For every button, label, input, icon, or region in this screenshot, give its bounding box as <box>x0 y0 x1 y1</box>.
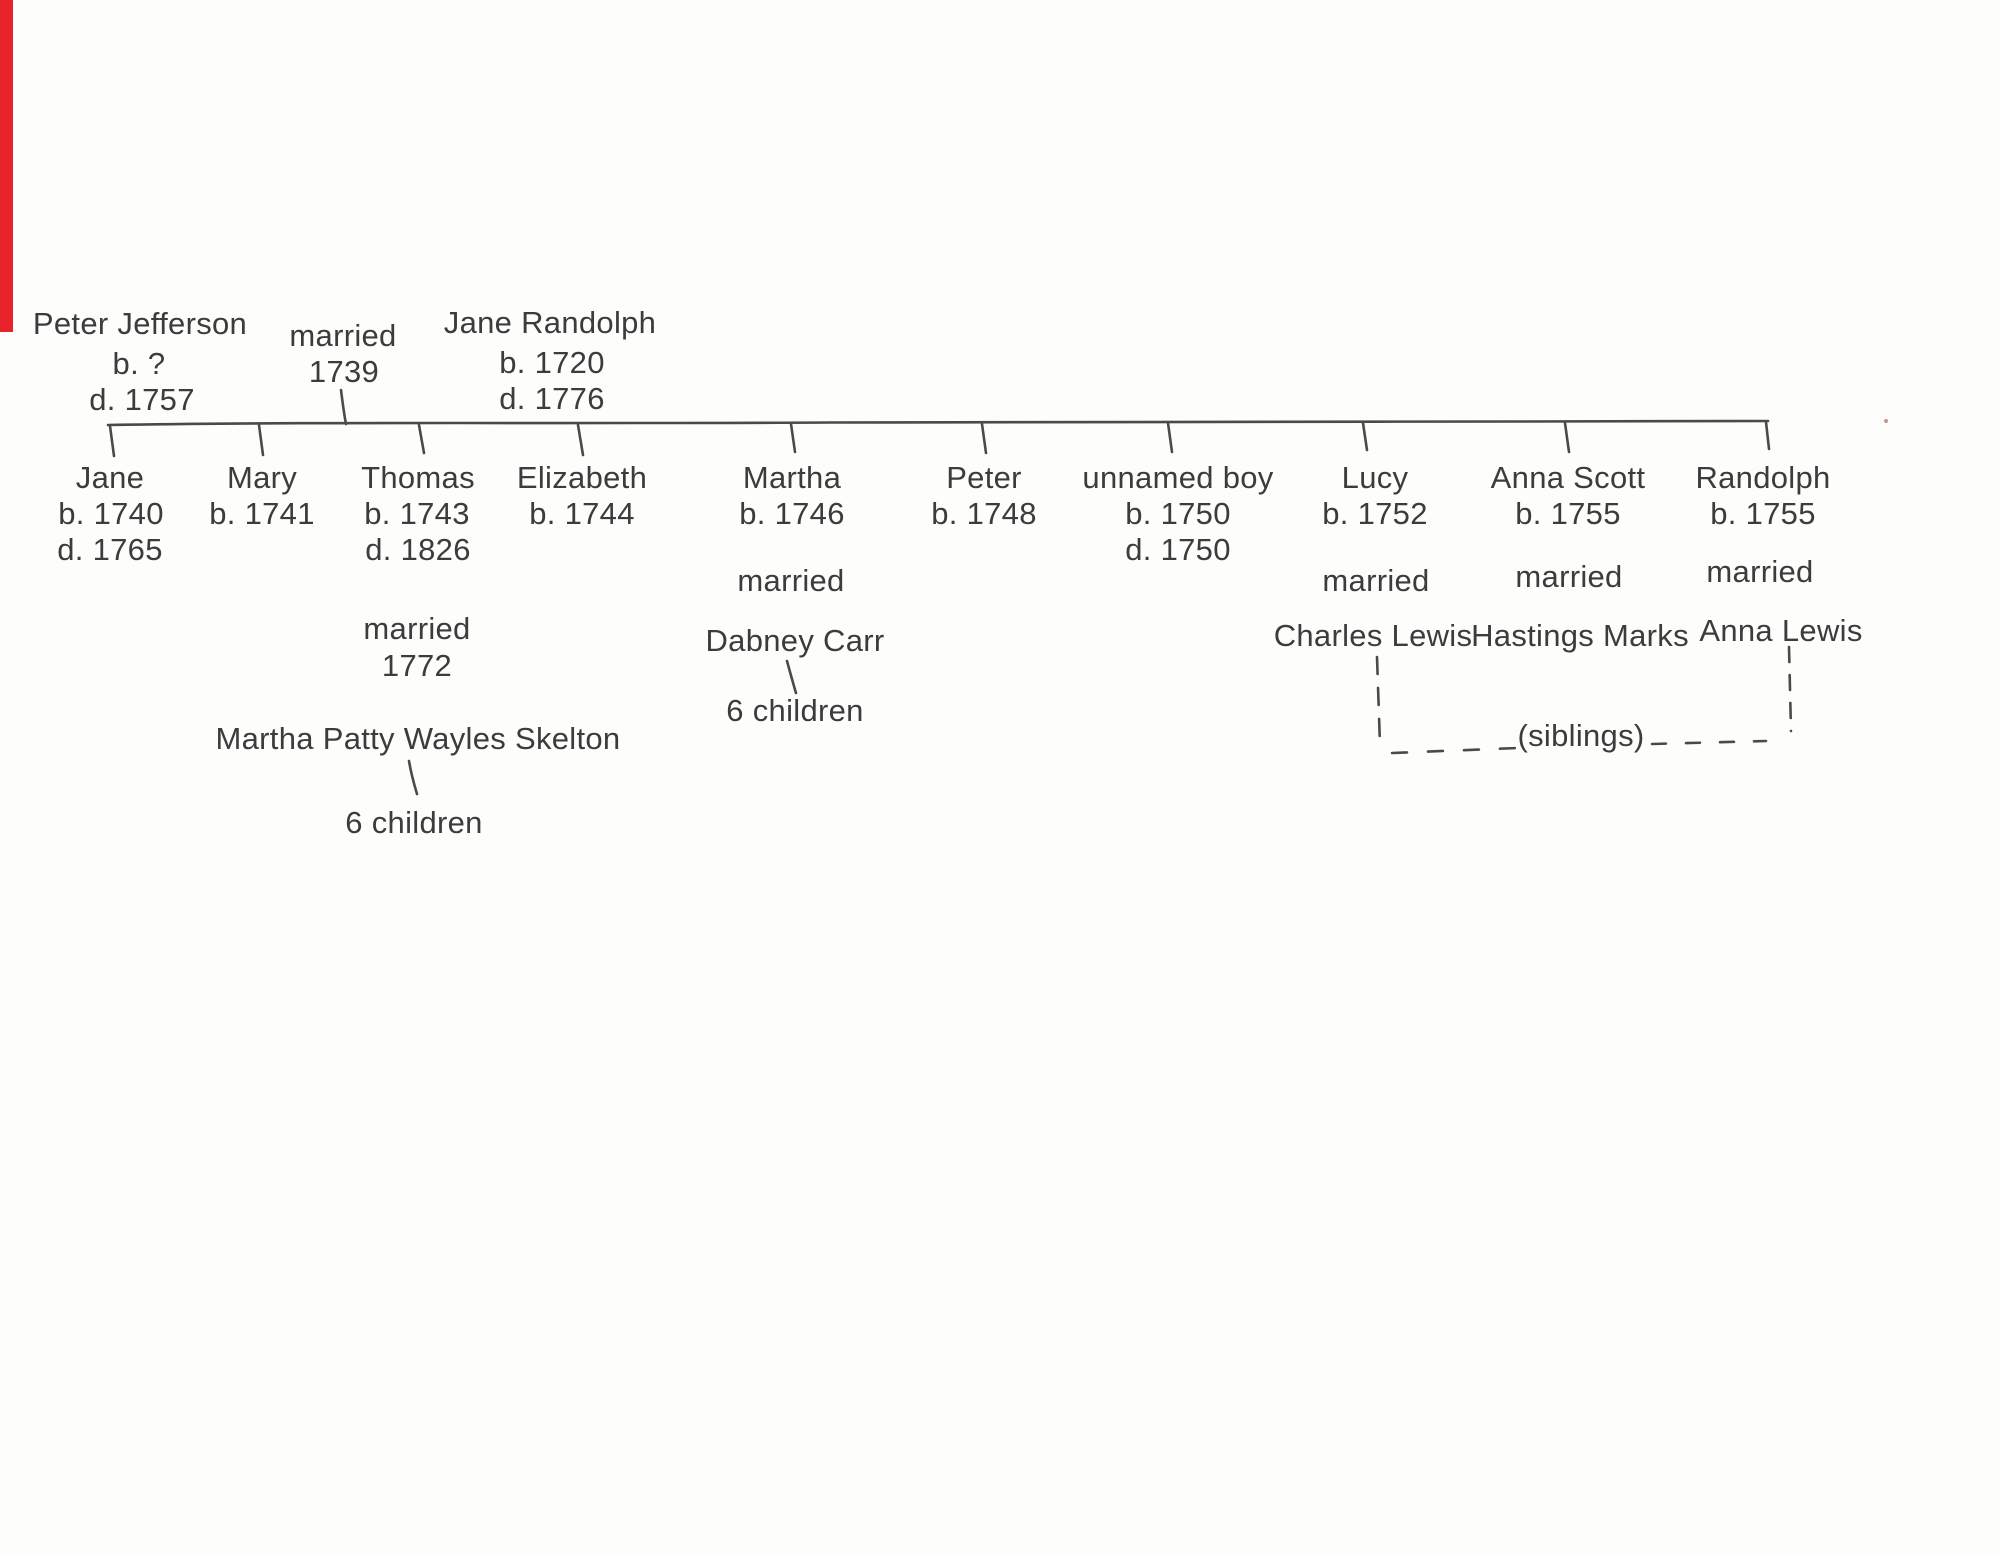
child-lucy-born: b. 1752 <box>1322 496 1428 531</box>
thomas-spouse-name: Martha Patty Wayles Skelton <box>215 721 621 756</box>
siblings-dashed-right-vertical <box>1787 645 1793 733</box>
siblings-dashed-left-horizontal <box>1390 746 1520 755</box>
child-thomas-died: d. 1826 <box>365 532 471 567</box>
anna-scott-married-label: married <box>1515 559 1623 594</box>
child-thomas-name: Thomas <box>361 460 475 495</box>
tick-unnamed-boy <box>1166 421 1174 454</box>
martha-spouse-name: Dabney Carr <box>705 623 885 658</box>
scan-speck <box>1884 419 1888 423</box>
child-elizabeth-name: Elizabeth <box>516 460 648 495</box>
siblings-dashed-left-vertical <box>1375 655 1382 747</box>
lucy-spouse-name: Charles Lewis <box>1273 618 1473 653</box>
thomas-children-slash <box>407 759 419 796</box>
tick-randolph <box>1764 420 1771 451</box>
child-thomas-born: b. 1743 <box>364 496 470 531</box>
tick-jane <box>108 424 116 458</box>
mother-name: Jane Randolph <box>443 305 657 340</box>
tick-thomas <box>417 423 426 455</box>
child-unnamed-boy-died: d. 1750 <box>1125 532 1231 567</box>
child-anna-scott-name: Anna Scott <box>1490 460 1646 495</box>
thomas-children-note: 6 children <box>345 805 483 840</box>
child-randolph-born: b. 1755 <box>1710 496 1816 531</box>
lucy-married-label: married <box>1322 563 1430 598</box>
father-born: b. ? <box>112 346 166 381</box>
tick-elizabeth <box>576 423 585 457</box>
parents-married-label: married <box>289 318 397 353</box>
martha-children-note: 6 children <box>726 693 864 728</box>
tick-peter <box>980 422 988 455</box>
tick-martha <box>789 422 797 454</box>
child-jane-died: d. 1765 <box>57 532 163 567</box>
child-anna-scott-born: b. 1755 <box>1515 496 1621 531</box>
child-peter-born: b. 1748 <box>931 496 1037 531</box>
child-jane-name: Jane <box>75 460 145 495</box>
child-lucy-name: Lucy <box>1341 460 1409 495</box>
child-peter-name: Peter <box>946 460 1022 495</box>
mother-died: d. 1776 <box>499 381 605 416</box>
father-name: Peter Jefferson <box>32 306 248 341</box>
tick-anna-scott <box>1563 421 1571 454</box>
anna-scott-spouse-name: Hastings Marks <box>1471 618 1689 653</box>
child-mary-born: b. 1741 <box>209 496 315 531</box>
thomas-married-label: married <box>363 611 471 646</box>
martha-children-slash <box>785 659 798 695</box>
father-died: d. 1757 <box>89 382 195 417</box>
child-unnamed-boy-name: unnamed boy <box>1082 460 1274 495</box>
thomas-married-year: 1772 <box>381 648 453 683</box>
child-jane-born: b. 1740 <box>58 496 164 531</box>
randolph-spouse-name: Anna Lewis <box>1699 613 1863 648</box>
siblings-dashed-right-horizontal <box>1650 739 1768 746</box>
child-martha-name: Martha <box>742 460 842 495</box>
marriage-connector-tick <box>339 388 348 426</box>
child-mary-name: Mary <box>226 460 298 495</box>
randolph-married-label: married <box>1706 554 1814 589</box>
siblings-note: (siblings) <box>1517 718 1645 753</box>
scan-edge-red-strip <box>0 0 13 332</box>
child-elizabeth-born: b. 1744 <box>529 496 635 531</box>
tick-mary <box>257 423 265 457</box>
child-unnamed-boy-born: b. 1750 <box>1125 496 1231 531</box>
mother-born: b. 1720 <box>499 345 605 380</box>
child-randolph-name: Randolph <box>1695 460 1831 495</box>
child-martha-born: b. 1746 <box>739 496 845 531</box>
tick-lucy <box>1361 421 1369 452</box>
family-line <box>106 419 1770 427</box>
parents-married-year: 1739 <box>308 354 380 389</box>
martha-married-label: married <box>737 563 845 598</box>
